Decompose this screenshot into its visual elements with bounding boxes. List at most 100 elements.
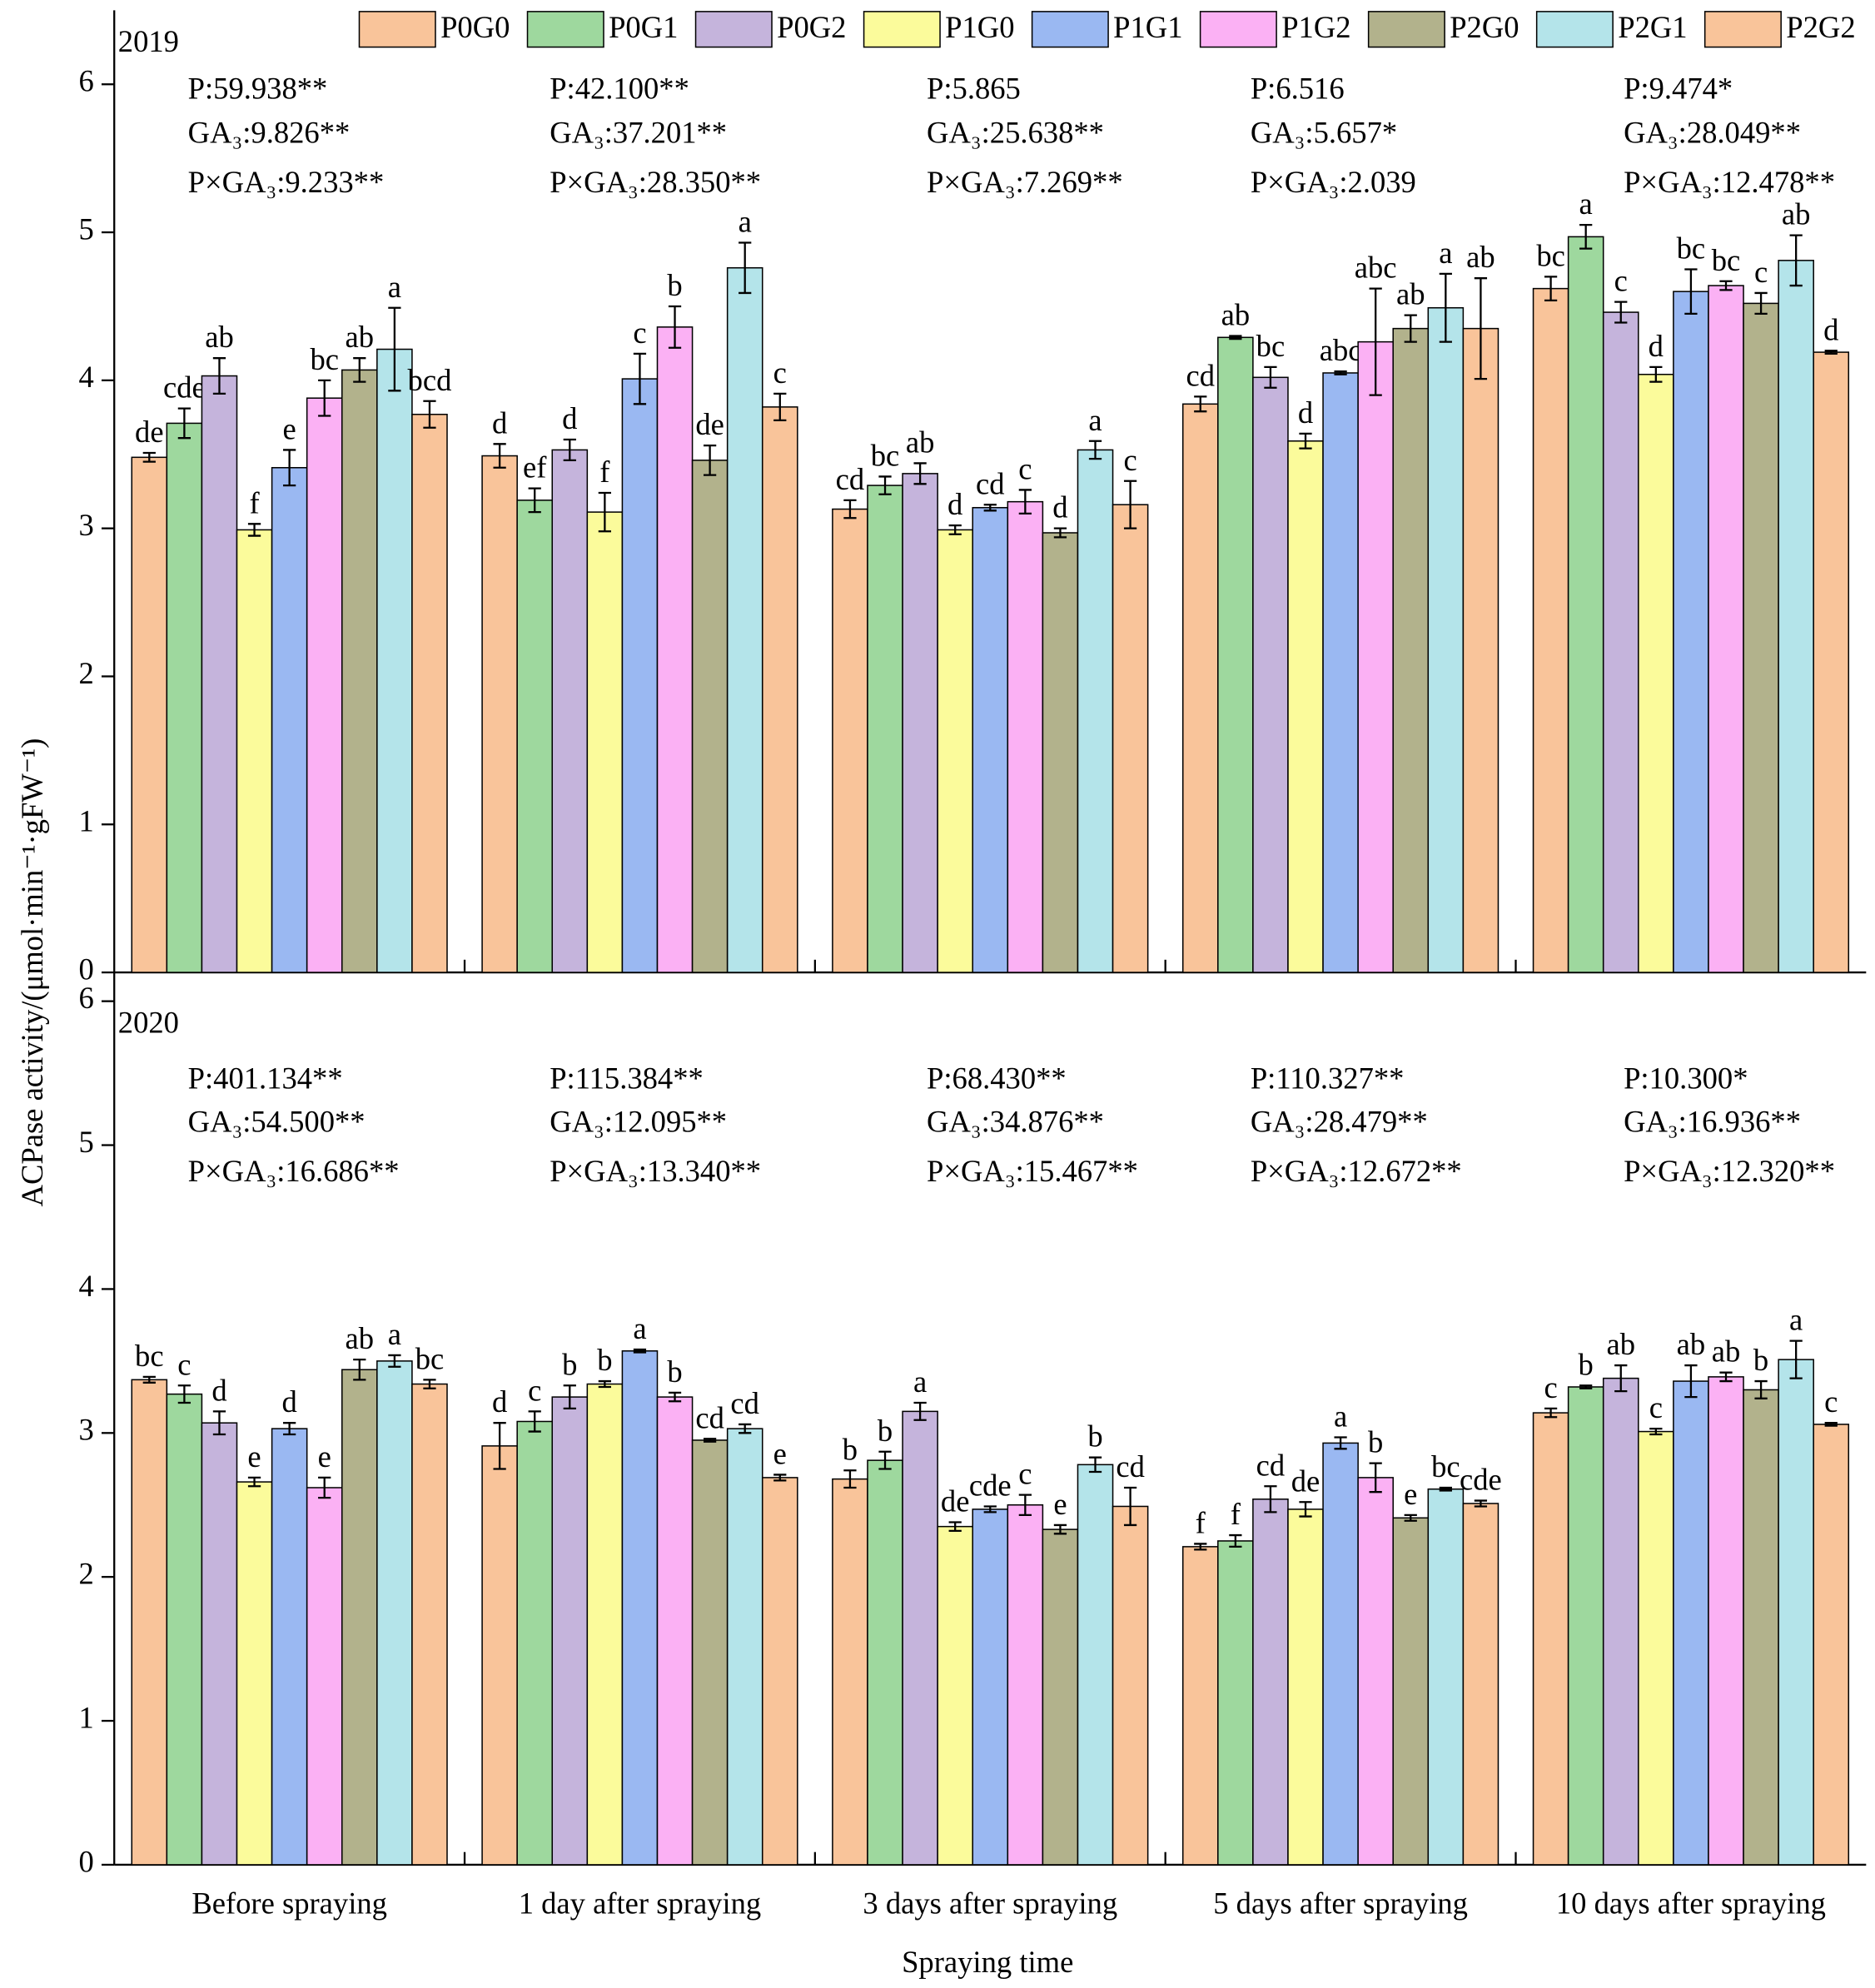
bar [1638,1430,1674,1866]
error-bar [493,443,506,469]
legend-swatch [1367,11,1445,48]
error-bar [1299,1501,1312,1518]
error-bar [493,1422,506,1470]
significance-letter: a [1334,1399,1347,1434]
significance-letter: a [388,1317,401,1351]
significance-letter: c [1544,1370,1557,1404]
significance-letter: bc [415,1341,445,1375]
significance-letter: d [211,1373,226,1407]
bar [1567,236,1604,973]
significance-letter: f [249,485,260,519]
significance-letter: d [1052,490,1067,524]
bar [481,1445,518,1866]
bar [1602,311,1639,973]
significance-letter: bc [135,1339,164,1373]
bar [1567,1386,1604,1866]
bar [481,455,518,973]
bar [1042,532,1079,973]
error-bar [703,1438,717,1443]
significance-letter: c [1018,1457,1032,1491]
stat-annotation: P×GA₃:12.672** [1251,1154,1462,1188]
error-bar [1088,440,1102,460]
error-bar [1754,291,1768,315]
error-bar [703,444,717,476]
error-bar [353,357,366,383]
bar [1322,372,1359,973]
stat-annotation: GA₃:12.095** [550,1104,727,1138]
significance-letter: bc [310,342,339,376]
legend-swatch [863,11,941,48]
error-bar [1264,1485,1277,1513]
bar [1322,1442,1359,1866]
error-bar [247,523,261,537]
stat-annotation: GA₃:28.049** [1624,116,1801,150]
significance-letter: ab [1677,1327,1706,1361]
significance-letter: de [1291,1464,1320,1498]
bar [1181,1546,1219,1866]
bar [271,467,308,973]
error-bar [1789,1339,1803,1379]
y-tick-label: 6 [79,981,94,1015]
bar [1077,1464,1114,1866]
error-bar [1404,314,1417,343]
error-bar [1088,1456,1102,1474]
significance-letter: ab [1466,240,1495,274]
significance-letter: bc [1712,243,1741,277]
bar [166,422,203,973]
significance-letter: d [1823,312,1838,346]
stat-annotation: P:9.474* [1624,71,1733,105]
bar [166,1393,203,1866]
significance-letter: b [1087,1419,1102,1454]
error-bar [177,1384,191,1404]
significance-letter: d [562,401,577,435]
bar [1673,1380,1709,1866]
significance-letter: ab [346,320,375,354]
y-tick-label: 4 [79,1269,94,1303]
bar [411,413,448,973]
y-tick-label: 5 [79,1125,94,1159]
error-bar [598,491,611,533]
significance-letter: cd [1256,1448,1286,1482]
bar [341,1369,378,1866]
error-bar [247,1476,261,1488]
bar [621,378,659,973]
error-bar [1649,1427,1663,1436]
error-bar [1719,280,1733,291]
legend-swatch [694,11,773,48]
error-bar [913,1401,927,1421]
error-bar [1754,1379,1768,1399]
bar [551,1396,589,1866]
legend-swatch [1535,11,1614,48]
bar [1181,403,1219,973]
bar [1638,373,1674,973]
bar [376,348,413,973]
significance-letter: c [177,1347,191,1381]
legend-label: P1G0 [945,10,1014,44]
significance-letter: f [1231,1497,1241,1531]
significance-letter: b [597,1343,612,1377]
significance-letter: b [1368,1425,1383,1459]
error-bar [1334,370,1347,375]
bar [1287,1508,1324,1866]
bar [1778,260,1814,973]
error-bar [1334,1436,1347,1450]
error-bar [983,1505,997,1513]
error-bar [1474,1499,1488,1508]
error-bar [1264,365,1277,389]
bar [306,1487,343,1866]
bar [621,1349,659,1866]
error-bar [1544,276,1558,301]
bar [867,485,903,973]
significance-letter: ab [205,320,234,354]
bar [376,1360,413,1866]
stat-annotation: P×GA₃:9.233** [188,165,385,199]
error-bar [598,1379,611,1389]
error-bar [177,407,191,440]
panel-label: 2020 [118,1006,179,1040]
error-bar [283,1422,296,1436]
significance-letter: f [1196,1505,1206,1539]
significance-letter: f [599,455,610,489]
legend-label: P2G2 [1786,10,1855,44]
y-tick-label: 2 [79,1557,94,1591]
error-bar [1123,480,1137,529]
